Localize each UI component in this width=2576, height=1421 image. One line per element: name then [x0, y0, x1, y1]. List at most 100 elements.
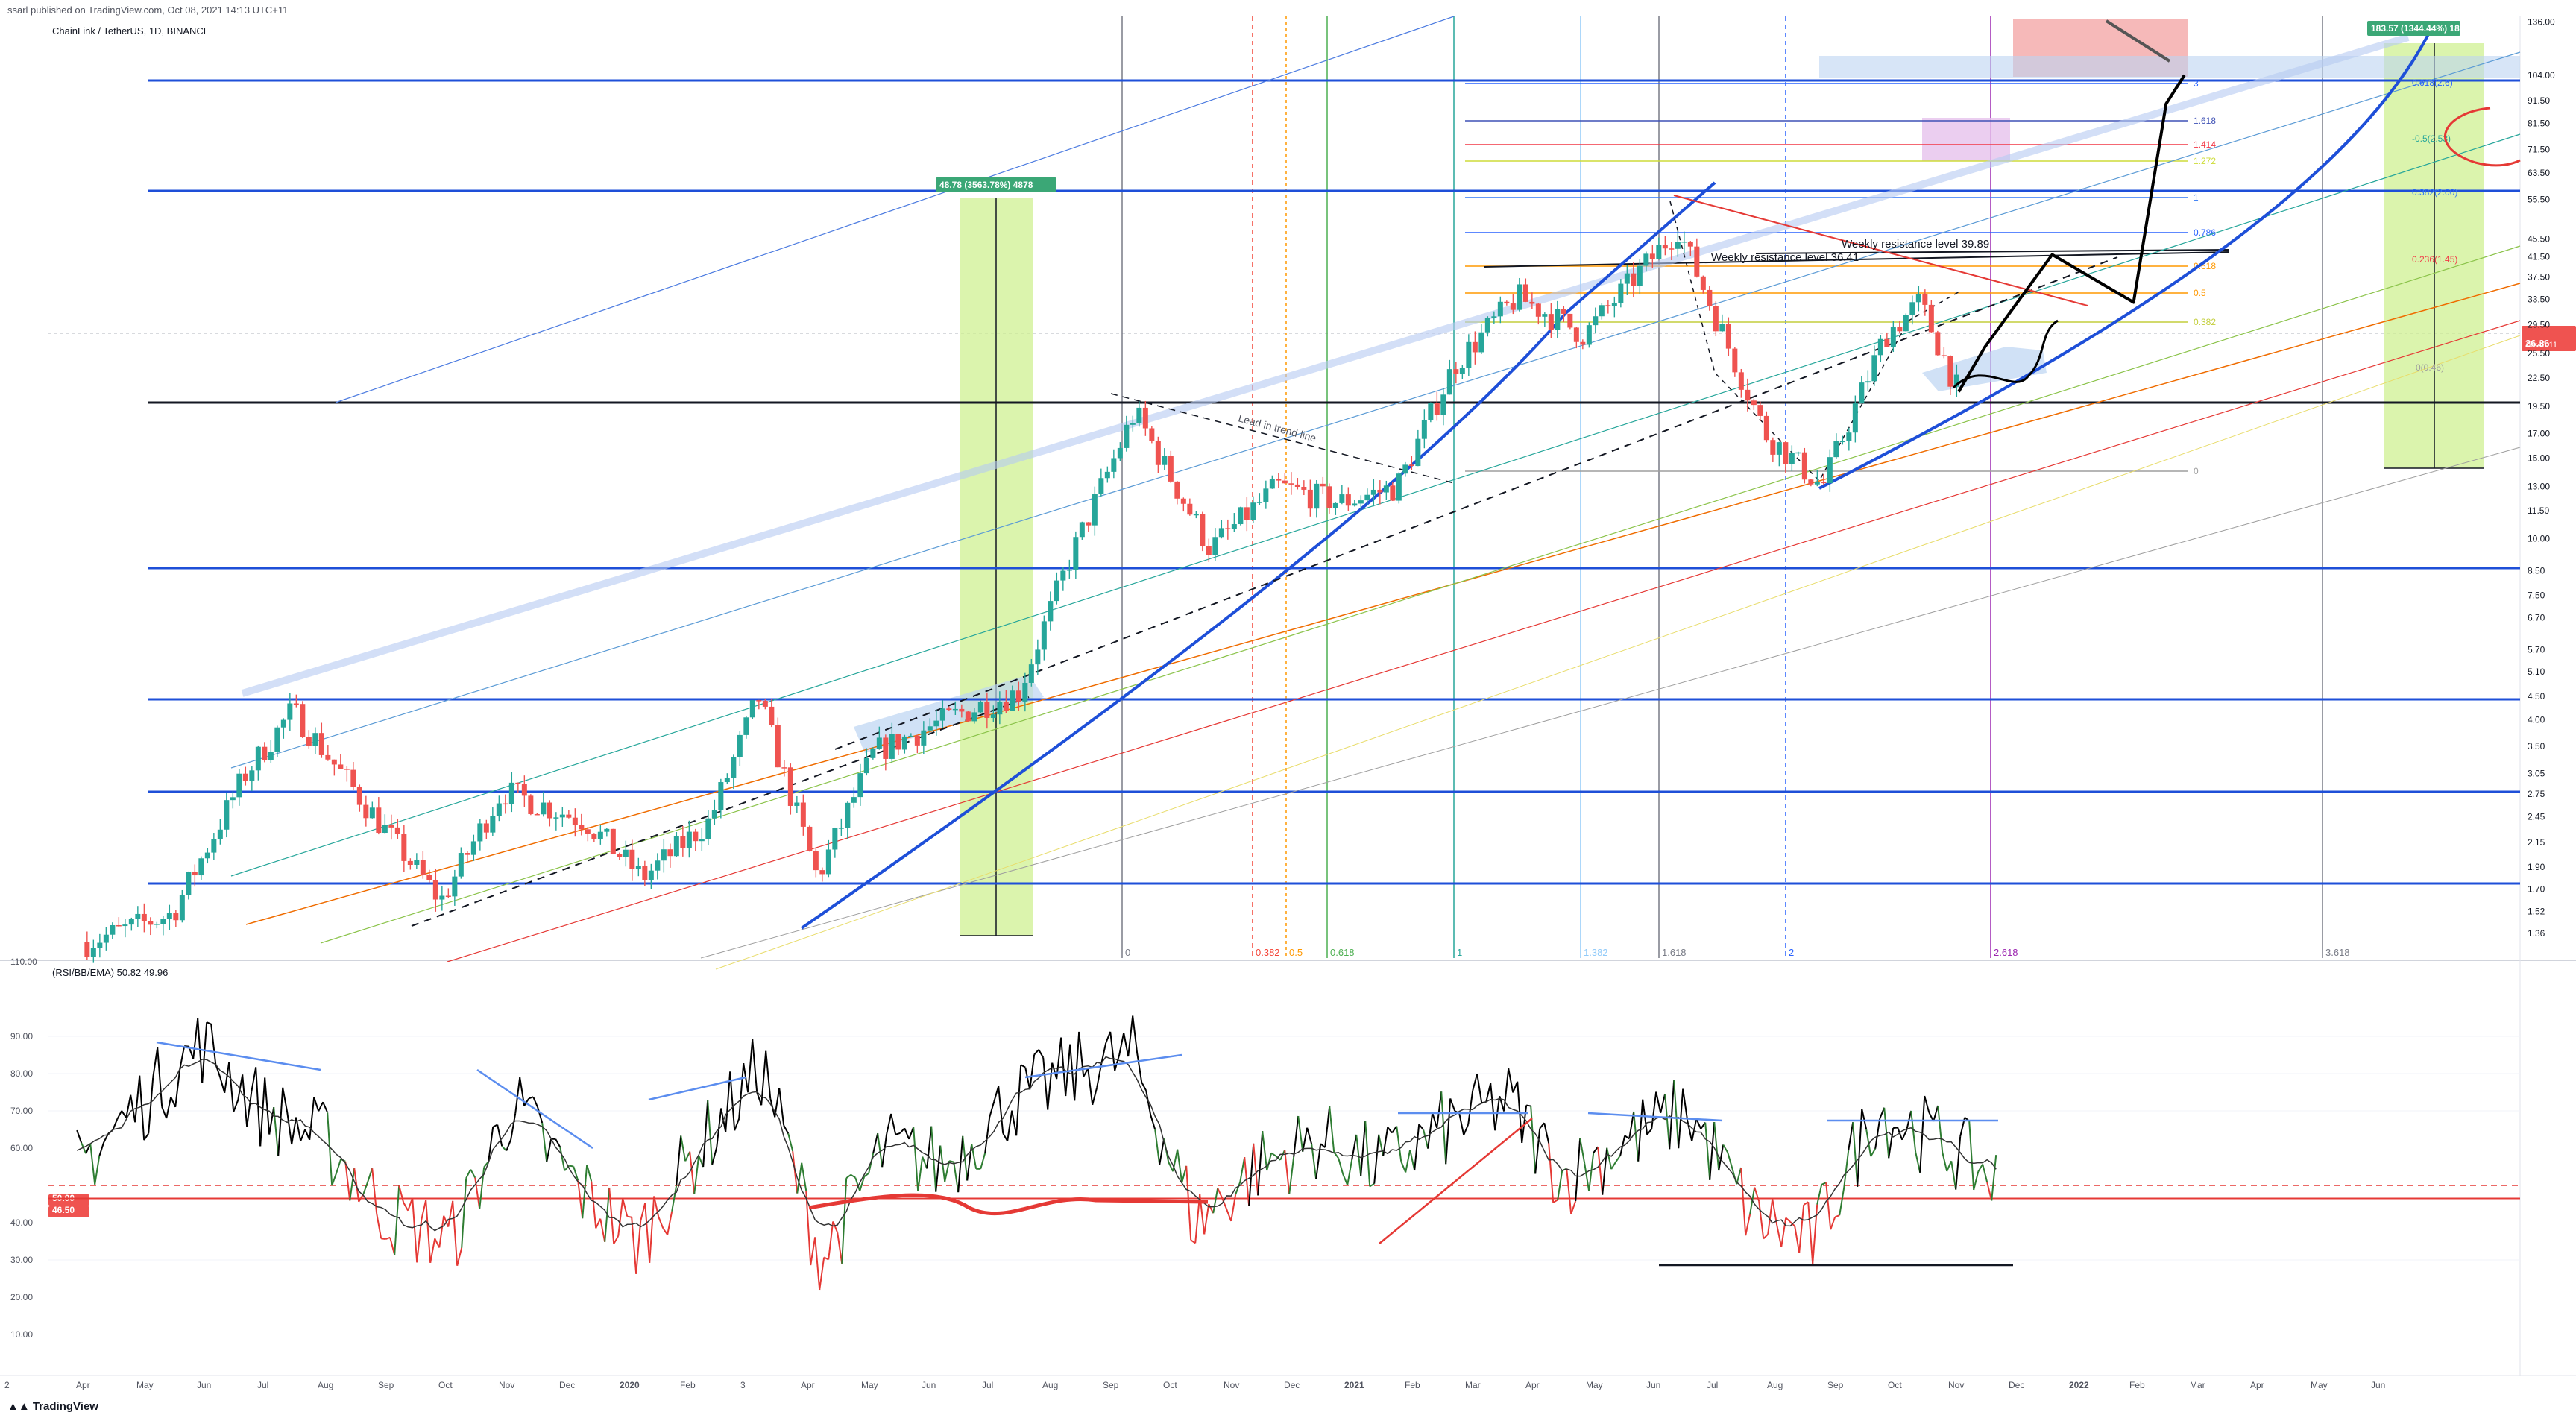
- price-candle: [693, 832, 698, 842]
- rsi-line-segment: [1414, 1124, 1419, 1170]
- rsi-line-segment: [1218, 1188, 1222, 1198]
- rsi-line-segment: [1763, 1235, 1768, 1239]
- symbol-title[interactable]: ChainLink / TetherUS, 1D, BINANCE: [52, 25, 210, 37]
- rsi-line-segment: [90, 1144, 95, 1185]
- rsi-line-segment: [949, 1161, 954, 1162]
- rsi-line-segment: [569, 1166, 573, 1167]
- rsi-line-segment: [1088, 1068, 1092, 1105]
- price-candle: [1903, 315, 1909, 331]
- price-candle: [1529, 302, 1534, 304]
- price-candle: [813, 851, 819, 871]
- time-axis-label: 2021: [1344, 1380, 1364, 1390]
- price-candle: [1244, 507, 1250, 520]
- price-candle: [1010, 690, 1015, 710]
- price-candle: [509, 783, 514, 804]
- rsi-line-segment: [1830, 1217, 1835, 1229]
- rsi-line-segment: [1866, 1129, 1871, 1156]
- price-candle: [908, 736, 913, 737]
- price-axis-tick: 5.70: [2528, 645, 2545, 655]
- rsi-line-segment: [913, 1127, 918, 1191]
- rsi-line-segment: [135, 1076, 139, 1123]
- rsi-line-segment: [645, 1203, 649, 1263]
- time-axis-label: Nov: [499, 1380, 514, 1390]
- price-candle: [1238, 507, 1243, 524]
- price-candle: [148, 921, 153, 925]
- rsi-line-segment: [1007, 1111, 1012, 1141]
- price-candle: [674, 836, 679, 857]
- price-candle: [819, 870, 825, 874]
- price-candle: [1156, 441, 1161, 465]
- price-candle: [769, 707, 774, 725]
- price-candle: [515, 783, 520, 784]
- rsi-line-segment: [734, 1119, 739, 1131]
- rsi-axis-tick: 40.00: [10, 1217, 33, 1228]
- rsi-line-segment: [802, 1163, 806, 1191]
- price-candle: [1739, 372, 1744, 390]
- price-candle: [116, 925, 122, 927]
- rsi-line-segment: [891, 1114, 895, 1135]
- fib-time-label: 3.618: [2325, 947, 2350, 958]
- price-candle: [1701, 277, 1706, 290]
- rsi-line-segment: [1728, 1153, 1732, 1168]
- price-candle: [832, 828, 837, 850]
- rsi-line-segment: [1043, 1058, 1048, 1110]
- price-axis-tick: 4.00: [2528, 714, 2545, 725]
- rsi-line-segment: [148, 1077, 153, 1133]
- rsi-line-segment: [1754, 1188, 1759, 1202]
- price-candle: [794, 803, 799, 806]
- price-candle: [135, 914, 140, 919]
- rsi-line-segment: [842, 1178, 846, 1264]
- price-candle: [218, 830, 223, 839]
- time-axis-label: Feb: [2129, 1380, 2145, 1390]
- lead-in-trend-line: [1111, 394, 1454, 483]
- rsi-line-segment: [1262, 1131, 1267, 1170]
- price-candle: [1536, 303, 1541, 316]
- price-candle: [1029, 664, 1034, 683]
- price-candle: [1878, 339, 1883, 356]
- rsi-line-segment: [967, 1144, 971, 1180]
- rsi-line-segment: [533, 1097, 538, 1107]
- rsi-line-segment: [1159, 1138, 1164, 1165]
- price-candle: [1042, 621, 1047, 649]
- price-candle: [122, 924, 127, 926]
- rsi-line-segment: [421, 1200, 426, 1220]
- indicator-title[interactable]: (RSI/BB/EMA) 50.82 49.96: [52, 967, 168, 978]
- price-candle: [1612, 303, 1617, 306]
- rsi-line-segment: [1450, 1098, 1455, 1111]
- rsi-line-segment: [1329, 1106, 1334, 1153]
- rsi-line-segment: [1915, 1152, 1920, 1173]
- rsi-line-segment: [368, 1168, 372, 1182]
- time-axis-label: May: [1586, 1380, 1603, 1390]
- time-axis-label: Feb: [680, 1380, 696, 1390]
- price-candle: [1549, 314, 1554, 330]
- tradingview-logo[interactable]: ▲▲ TradingView: [7, 1400, 98, 1413]
- rsi-line-segment: [426, 1200, 430, 1263]
- price-axis-tick: 45.50: [2528, 233, 2550, 244]
- price-candle: [1415, 439, 1420, 466]
- price-candle: [1409, 464, 1414, 466]
- fib-level-label: 1.618: [2194, 116, 2216, 126]
- rsi-line-segment: [394, 1185, 399, 1255]
- rsi-line-segment: [1307, 1128, 1311, 1144]
- price-candle: [1846, 432, 1851, 441]
- rsi-line-segment: [233, 1100, 238, 1112]
- price-axis-tick: 10.00: [2528, 533, 2550, 543]
- rsi-line-segment: [399, 1185, 403, 1203]
- price-candle: [902, 737, 907, 750]
- price-candle: [1263, 488, 1268, 502]
- rsi-line-segment: [640, 1203, 645, 1221]
- price-candle: [845, 803, 850, 828]
- price-candle: [1713, 306, 1719, 331]
- time-axis-label: May: [861, 1380, 878, 1390]
- time-axis-label: Jul: [1707, 1380, 1718, 1390]
- rsi-line-segment: [985, 1117, 989, 1153]
- rsi-line-segment: [1446, 1098, 1450, 1164]
- price-candle: [1333, 503, 1338, 508]
- price-candle: [1288, 483, 1294, 485]
- price-candle: [1777, 442, 1782, 455]
- price-axis-tick: 17.00: [2528, 429, 2550, 439]
- weekly-resistance-label-b: Weekly resistance level 39.89: [1842, 238, 1989, 251]
- price-candle: [1726, 324, 1731, 349]
